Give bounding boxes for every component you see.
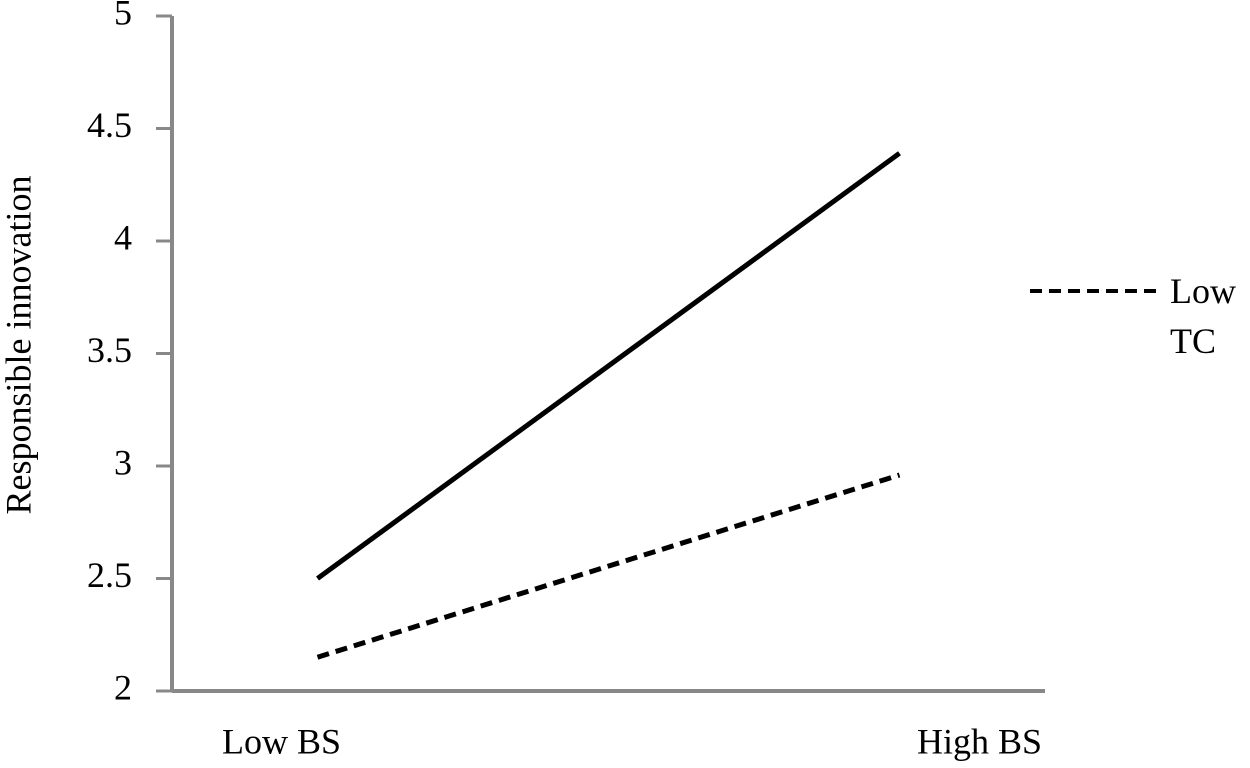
y-tick-label: 4.5 <box>87 105 132 145</box>
series-line <box>316 472 901 660</box>
y-tick-label: 3 <box>114 442 132 482</box>
y-tick-label: 5 <box>114 0 132 32</box>
x-tick-label: Low BS <box>222 721 341 761</box>
y-tick-label: 3.5 <box>87 330 132 370</box>
y-tick-label: 2 <box>114 667 132 707</box>
x-tick-label: High BS <box>917 721 1042 761</box>
legend-label: Low TC <box>1170 271 1236 361</box>
y-tick-label: 4 <box>114 217 132 257</box>
y-tick-label: 2.5 <box>87 555 132 595</box>
series-line <box>316 151 901 581</box>
y-axis-title: Responsible innovation <box>0 176 38 515</box>
